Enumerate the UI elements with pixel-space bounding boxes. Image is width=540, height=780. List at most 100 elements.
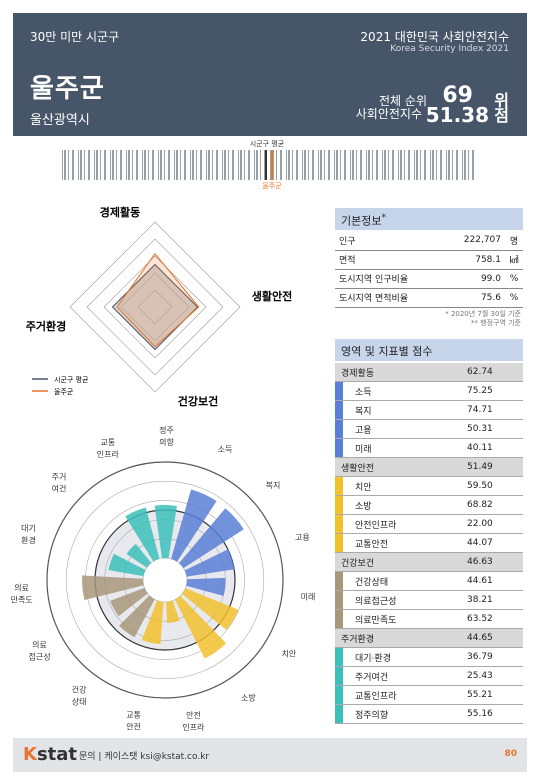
polar-label: 주거 여건 xyxy=(52,473,67,494)
score-color-bar xyxy=(335,515,343,533)
score-group-name: 생활안전 xyxy=(341,463,375,474)
barcode-line xyxy=(446,150,447,180)
score-item-value: 55.21 xyxy=(467,690,493,700)
region-category: 30만 미만 시군구 xyxy=(30,30,120,44)
radar-grid-ring xyxy=(86,238,224,376)
barcode-line xyxy=(120,150,122,180)
info-value: 222,707 xyxy=(442,231,505,251)
score-item-row: 의료만족도 63.52 xyxy=(335,610,523,629)
barcode-line xyxy=(208,150,210,180)
kstat-logo: Kstat xyxy=(23,744,77,765)
score-item-row: 정주의향 55.16 xyxy=(335,705,523,724)
score-item-row: 복지 74.71 xyxy=(335,401,523,420)
score-item-value: 50.31 xyxy=(467,424,493,434)
score-color-bar xyxy=(335,705,343,723)
score-color-bar xyxy=(335,591,343,609)
score-color-bar xyxy=(335,572,343,590)
polar-label-line: 복지 xyxy=(266,481,281,490)
barcode-line xyxy=(334,150,335,180)
score-item-name: 건강상태 xyxy=(355,577,389,588)
score-item-value: 36.79 xyxy=(467,652,493,662)
polar-bar xyxy=(179,508,244,569)
polar-label: 고용 xyxy=(295,533,310,542)
barcode-line xyxy=(392,150,394,180)
radar-axis-label: 경제활동 xyxy=(100,205,140,219)
score-item-name: 교통인프라 xyxy=(355,691,397,702)
polar-bar xyxy=(119,595,155,638)
score-item-name: 미래 xyxy=(355,444,372,455)
barcode-line xyxy=(112,150,114,180)
score-color-bar xyxy=(335,648,343,666)
polar-label: 교통 안전 xyxy=(126,711,141,732)
polar-label-line: 안전 xyxy=(126,722,141,732)
info-value: 75.6 xyxy=(442,288,505,308)
barcode-line xyxy=(160,150,162,180)
score-item-value: 22.00 xyxy=(467,519,493,529)
barcode-line xyxy=(240,150,242,180)
barcode-line xyxy=(286,150,287,180)
barcode-line xyxy=(366,150,367,180)
barcode-line xyxy=(270,150,271,180)
polar-label-line: 인프라 xyxy=(97,449,120,459)
basic-info-note1: * 2020년 7월 30일 기준 xyxy=(445,310,521,318)
polar-label: 교통 인프라 xyxy=(97,438,120,459)
polar-bar xyxy=(125,507,160,562)
polar-grid-ring xyxy=(65,480,265,680)
barcode-line xyxy=(200,150,202,180)
barcode-line xyxy=(222,150,223,180)
polar-bar xyxy=(126,543,152,568)
score-item-name: 정주의향 xyxy=(355,710,389,721)
barcode-line xyxy=(320,150,322,180)
barcode-line xyxy=(100,150,101,180)
radar-axis-label: 생활안전 xyxy=(252,289,292,303)
score-item-value: 55.16 xyxy=(467,709,493,719)
score-color-bar xyxy=(335,667,343,685)
barcode-line xyxy=(398,150,399,180)
barcode-line xyxy=(472,150,474,180)
rank-barcode: 시군구 평균 울주군 xyxy=(62,139,474,190)
score-item-row: 소득 75.25 xyxy=(335,382,523,401)
score-group-name: 주거환경 xyxy=(341,634,375,645)
barcode-line xyxy=(244,150,245,180)
barcode-line xyxy=(400,150,402,180)
polar-label-line: 소득 xyxy=(218,445,233,454)
info-value: 758.1 xyxy=(442,250,505,270)
barcode-line xyxy=(304,150,306,180)
barcode-self-marker xyxy=(271,150,273,180)
score-group-value: 46.63 xyxy=(467,557,493,567)
barcode-line xyxy=(384,150,386,180)
barcode-line xyxy=(216,150,218,180)
radar-axis-label: 주거환경 xyxy=(26,319,66,333)
barcode-line xyxy=(132,150,133,180)
barcode-line xyxy=(336,150,338,180)
polar-label-line: 건강 xyxy=(72,685,87,695)
score-color-bar xyxy=(335,477,343,495)
barcode-line xyxy=(430,150,431,180)
polar-bar xyxy=(182,588,239,630)
barcode-line xyxy=(68,150,69,180)
score-item-row: 대기·환경 36.79 xyxy=(335,648,523,667)
score-item-name: 의료접근성 xyxy=(355,596,397,607)
barcode-line xyxy=(408,150,410,180)
barcode-line xyxy=(228,150,229,180)
barcode-line xyxy=(350,150,351,180)
index-label: 사회안전지수 xyxy=(355,107,422,121)
barcode-line xyxy=(296,150,298,180)
polar-label: 의료 접근성 xyxy=(28,640,50,662)
barcode-line xyxy=(432,150,434,180)
barcode-line xyxy=(180,150,181,180)
basic-info-table: 인구 222,707 명 면적 758.1 ㎢ 도시지역 인구비율 99.0% 도시지역 면적비… xyxy=(335,231,523,308)
barcode-self-label: 울주군 xyxy=(262,182,282,190)
legend-avg-label: 시군구 평균 xyxy=(54,375,89,384)
polar-label-line: 여건 xyxy=(52,484,67,494)
polar-bar xyxy=(82,575,144,601)
barcode-line xyxy=(232,150,234,180)
score-item-name: 안전인프라 xyxy=(355,520,397,531)
score-color-bar xyxy=(335,610,343,628)
barcode-line xyxy=(190,150,191,180)
barcode-line xyxy=(288,150,290,180)
basic-info-note2: ** 행정구역 기준 xyxy=(470,319,521,327)
polar-label-line: 고용 xyxy=(295,533,310,542)
info-label: 도시지역 인구비율 xyxy=(335,269,443,289)
score-item-name: 교통안전 xyxy=(355,539,389,550)
